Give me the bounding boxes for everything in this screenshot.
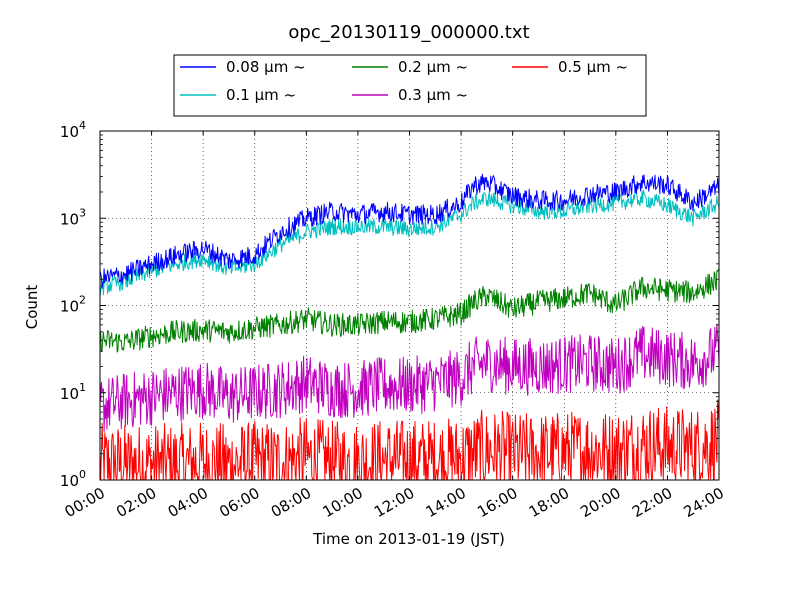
y-axis-label: Count [23, 285, 41, 330]
y-tick-label: 100 [60, 468, 86, 490]
series-line [99, 323, 720, 432]
y-tick-base: 10 [60, 385, 79, 403]
axis-ticks [99, 130, 720, 481]
y-tick-exponent: 2 [79, 294, 86, 307]
legend-label: 0.1 μm ~ [226, 86, 296, 104]
y-tick-base: 10 [60, 298, 79, 316]
y-tick-label: 101 [60, 381, 86, 403]
y-tick-exponent: 3 [79, 206, 86, 219]
y-tick-base: 10 [60, 123, 79, 141]
legend-box [173, 54, 647, 117]
legend-label: 0.3 μm ~ [398, 86, 468, 104]
series-line [99, 268, 720, 353]
chart-title: opc_20130119_000000.txt [288, 22, 529, 43]
y-tick-base: 10 [60, 210, 79, 228]
y-tick-exponent: 4 [79, 119, 86, 132]
y-tick-exponent: 1 [79, 381, 86, 394]
y-tick-label: 102 [60, 294, 86, 316]
legend: 0.08 μm ~ 0.1 μm ~ 0.2 μm ~ 0.3 μm ~ 0.5 μm … [173, 54, 647, 117]
y-tick-label: 104 [60, 119, 86, 141]
y-tick-label: 103 [60, 206, 86, 228]
x-axis-label: Time on 2013-01-19 (JST) [312, 530, 505, 548]
series-line [99, 173, 720, 289]
series-line [99, 189, 720, 297]
legend-label: 0.5 μm ~ [558, 58, 628, 76]
legend-label: 0.2 μm ~ [398, 58, 468, 76]
y-tick-base: 10 [60, 472, 79, 490]
y-tick-exponent: 0 [79, 468, 86, 481]
legend-label: 0.08 μm ~ [226, 58, 306, 76]
